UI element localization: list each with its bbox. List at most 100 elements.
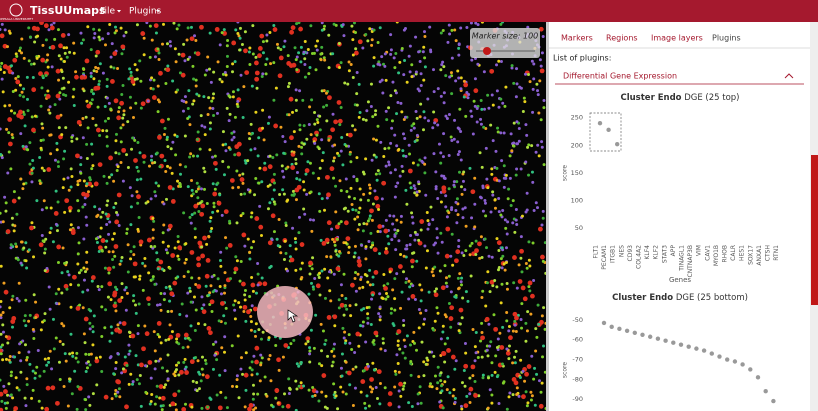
- marker-dot: [486, 354, 490, 358]
- marker-dot: [177, 373, 181, 377]
- marker-dot: [493, 370, 497, 374]
- marker-dot: [194, 78, 198, 82]
- marker-dot: [190, 405, 194, 409]
- marker-dot: [353, 128, 357, 132]
- marker-dot: [439, 68, 443, 72]
- marker-dot: [78, 303, 82, 307]
- marker-dot: [230, 138, 234, 142]
- marker-dot: [194, 38, 198, 42]
- marker-dot: [10, 298, 14, 302]
- marker-dot: [423, 116, 427, 120]
- marker-dot: [415, 259, 419, 263]
- splitter[interactable]: [546, 22, 549, 411]
- marker-dot: [91, 330, 95, 334]
- marker-dot: [499, 345, 505, 350]
- marker-dot: [106, 266, 112, 272]
- marker-dot: [474, 239, 478, 243]
- marker-dot: [153, 349, 157, 353]
- marker-dot: [234, 28, 238, 32]
- marker-dot: [79, 171, 83, 175]
- tab[interactable]: Regions: [606, 34, 638, 43]
- marker-dot: [294, 247, 298, 251]
- marker-dot: [302, 384, 306, 388]
- slider-thumb[interactable]: [483, 47, 491, 55]
- marker-dot: [350, 282, 355, 288]
- marker-dot: [438, 400, 442, 404]
- title-bold: Cluster Endo: [612, 293, 673, 303]
- marker-dot: [196, 284, 202, 289]
- marker-dot: [470, 216, 474, 220]
- marker-dot: [378, 305, 382, 309]
- marker-dot: [288, 244, 292, 248]
- marker-dot: [112, 51, 118, 56]
- marker-dot: [402, 117, 406, 121]
- marker-dot: [120, 52, 124, 56]
- marker-dot: [25, 266, 29, 270]
- marker-dot: [18, 46, 22, 50]
- marker-dot: [419, 219, 425, 224]
- x-tick-label: CNTNAP3B: [687, 245, 694, 278]
- marker-dot: [18, 93, 22, 97]
- tab[interactable]: Plugins: [712, 34, 741, 43]
- marker-dot: [41, 138, 45, 142]
- marker-dot: [515, 67, 519, 71]
- marker-dot: [235, 169, 239, 173]
- marker-dot: [109, 355, 113, 359]
- marker-dot: [476, 23, 480, 27]
- marker-dot: [266, 184, 270, 188]
- marker-dot: [4, 209, 8, 213]
- marker-dot: [0, 264, 3, 268]
- tab[interactable]: Image layers: [651, 34, 703, 43]
- chevron[interactable]: [784, 73, 794, 79]
- plugin-header[interactable]: Differential Gene Expression: [563, 72, 677, 81]
- marker-dot: [373, 270, 379, 275]
- marker-dot: [415, 116, 419, 120]
- menu-file[interactable]: File: [100, 7, 116, 17]
- marker-dot: [469, 21, 473, 25]
- marker-dot: [225, 65, 229, 69]
- marker-dot: [212, 70, 216, 74]
- marker-dot: [455, 197, 459, 201]
- marker-dot: [124, 308, 128, 312]
- marker-dot: [314, 44, 318, 48]
- marker-dot: [302, 50, 306, 54]
- marker-dot: [69, 167, 73, 171]
- marker-dot: [526, 310, 530, 314]
- marker-dot: [324, 394, 328, 398]
- marker-dot: [414, 109, 418, 113]
- marker-dot: [189, 324, 193, 328]
- marker-dot: [393, 66, 397, 70]
- scrollbar-thumb[interactable]: [811, 155, 818, 305]
- marker-dot: [295, 22, 299, 26]
- marker-dot: [138, 59, 142, 63]
- marker-dot: [315, 118, 319, 122]
- marker-dot: [368, 186, 372, 190]
- marker-dot: [47, 285, 51, 289]
- marker-dot: [122, 34, 126, 38]
- marker-dot: [33, 376, 37, 380]
- brand[interactable]: TissUUmaps: [30, 4, 106, 17]
- marker-dot: [44, 406, 50, 411]
- marker-dot: [200, 124, 204, 128]
- marker-dot: [93, 181, 99, 187]
- marker-dot: [500, 266, 504, 270]
- marker-dot: [417, 326, 421, 330]
- tab[interactable]: Markers: [561, 34, 593, 43]
- marker-dot: [352, 255, 356, 259]
- marker-dot: [434, 287, 438, 291]
- marker-dot: [447, 112, 451, 116]
- marker-dot: [49, 226, 53, 230]
- menu-plugins[interactable]: Plugins: [129, 7, 162, 17]
- marker-dot: [49, 206, 53, 210]
- marker-dot: [460, 251, 464, 255]
- marker-dot: [153, 402, 157, 406]
- marker-dot: [528, 264, 532, 268]
- marker-dot: [166, 377, 170, 381]
- marker-dot: [183, 59, 187, 63]
- marker-dot: [504, 261, 508, 265]
- marker-dot: [175, 27, 179, 31]
- marker-dot: [77, 209, 81, 213]
- marker-dot: [295, 68, 299, 72]
- marker-dot: [182, 42, 186, 46]
- marker-dot: [390, 119, 394, 123]
